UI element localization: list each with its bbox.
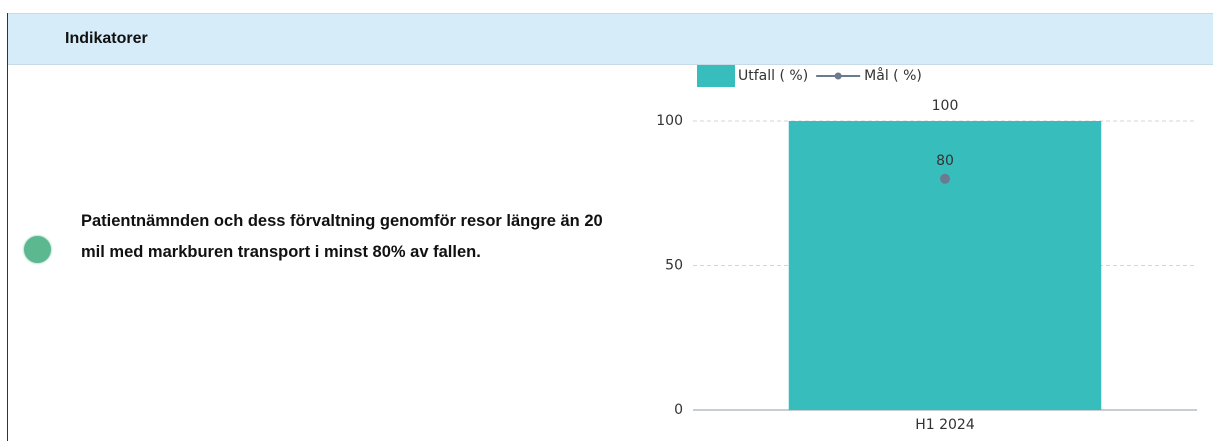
legend-label: Mål ( %) [864,67,922,84]
status-indicator [24,236,51,263]
legend-marker [834,72,842,80]
y-tick-label: 0 [674,402,683,418]
target-point [940,173,950,184]
header-title: Indikatorer [65,30,148,47]
x-tick-label: H1 2024 [915,417,975,433]
data-label: 100 [932,98,959,114]
bar [788,121,1102,410]
legend-swatch [697,65,735,87]
data-label: 80 [936,153,954,169]
y-tick-label: 50 [665,258,683,274]
indicator-text: Patientnämnden och dess förvaltning geno… [81,212,603,261]
y-tick-label: 100 [656,113,683,129]
panel: Indikatorer Patientnämnden och dess förv… [7,13,1213,441]
legend-label: Utfall ( %) [738,68,808,84]
panel-header: Indikatorer [8,13,1213,65]
